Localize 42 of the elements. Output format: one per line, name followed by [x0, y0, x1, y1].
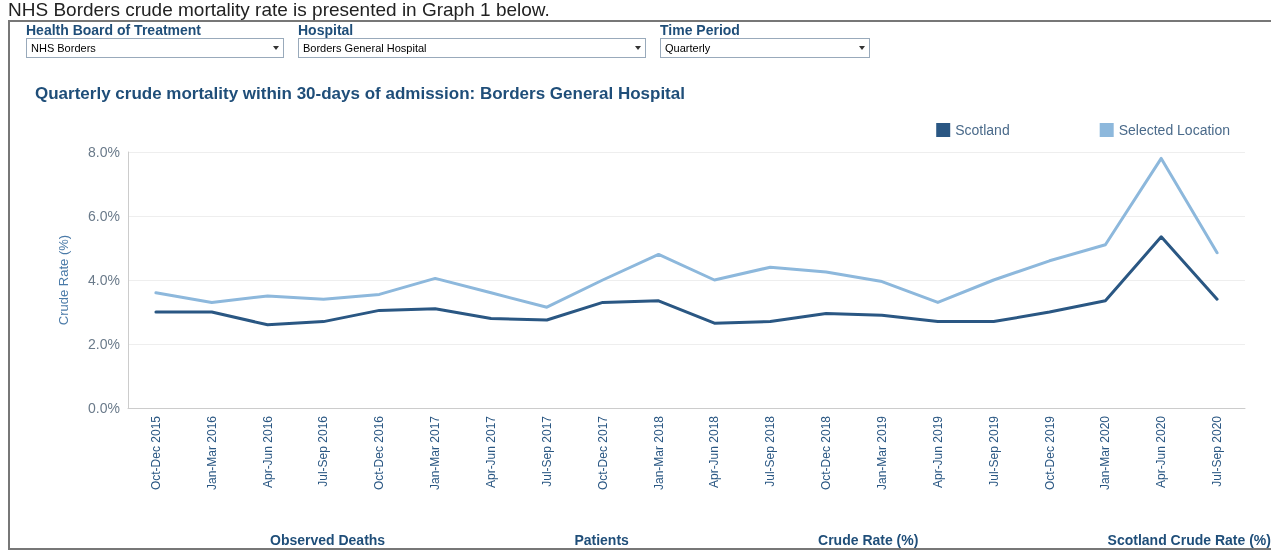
legend-label: Scotland	[955, 122, 1010, 138]
text: Time Period	[660, 22, 741, 38]
chart-title: Quarterly crude mortality within 30-days of admission: Borders General Hospital	[35, 84, 685, 103]
text: Scotland Crude Rate (%)	[1107, 532, 1271, 548]
x-tick-label: Jan-Mar 2017	[428, 415, 443, 491]
x-tick-label: Jul-Sep 2017	[539, 415, 554, 487]
x-tick-label: Oct-Dec 2015	[148, 415, 163, 491]
y-tick-label: 0.0%	[88, 400, 120, 416]
y-axis-title: Crude Rate (%)	[56, 234, 71, 326]
x-tick-label: Apr-Jun 2017	[484, 415, 499, 489]
y-tick-label: 6.0%	[88, 208, 120, 224]
text: Crude Rate (%)	[818, 532, 919, 548]
x-tick-label: Apr-Jun 2019	[930, 415, 945, 489]
x-tick-label: Oct-Dec 2019	[1042, 415, 1057, 491]
x-tick-label: Jan-Mar 2018	[651, 415, 666, 491]
x-tick-label: Jan-Mar 2016	[204, 415, 219, 491]
x-tick-label: Jan-Mar 2020	[1098, 415, 1113, 491]
x-tick-label: Oct-Dec 2017	[595, 415, 610, 491]
dropdown-field: Borders General Hospital	[298, 38, 646, 58]
x-tick-label: Jul-Sep 2016	[316, 415, 331, 487]
x-tick-label: Oct-Dec 2018	[819, 415, 834, 491]
y-tick-label: 4.0%	[88, 272, 120, 288]
dropdown-field: NHS Borders	[26, 38, 284, 58]
x-tick-label: Jan-Mar 2019	[874, 415, 889, 491]
x-tick-label: Jul-Sep 2020	[1210, 415, 1225, 487]
x-tick-label: Apr-Jun 2018	[707, 415, 722, 489]
text: NHS Borders crude mortality rate is presented in Graph 1 below.	[8, 0, 551, 20]
x-tick-label: Apr-Jun 2020	[1154, 415, 1169, 489]
text: Hospital	[298, 22, 355, 38]
dropdown-field: Quarterly	[660, 38, 870, 58]
x-tick-label: Oct-Dec 2016	[372, 415, 387, 491]
legend-label: Selected Location	[1118, 122, 1231, 138]
line-series	[154, 156, 1219, 309]
x-tick-label: Jul-Sep 2019	[986, 415, 1001, 487]
line-series	[154, 235, 1219, 327]
x-tick-label: Jul-Sep 2018	[763, 415, 778, 487]
text: Observed Deaths	[270, 532, 386, 548]
x-tick-label: Apr-Jun 2016	[260, 415, 275, 489]
y-tick-label: 8.0%	[88, 144, 120, 160]
text: Patients	[574, 532, 629, 548]
text: Health Board of Treatment	[26, 22, 203, 38]
y-tick-label: 2.0%	[88, 336, 120, 352]
